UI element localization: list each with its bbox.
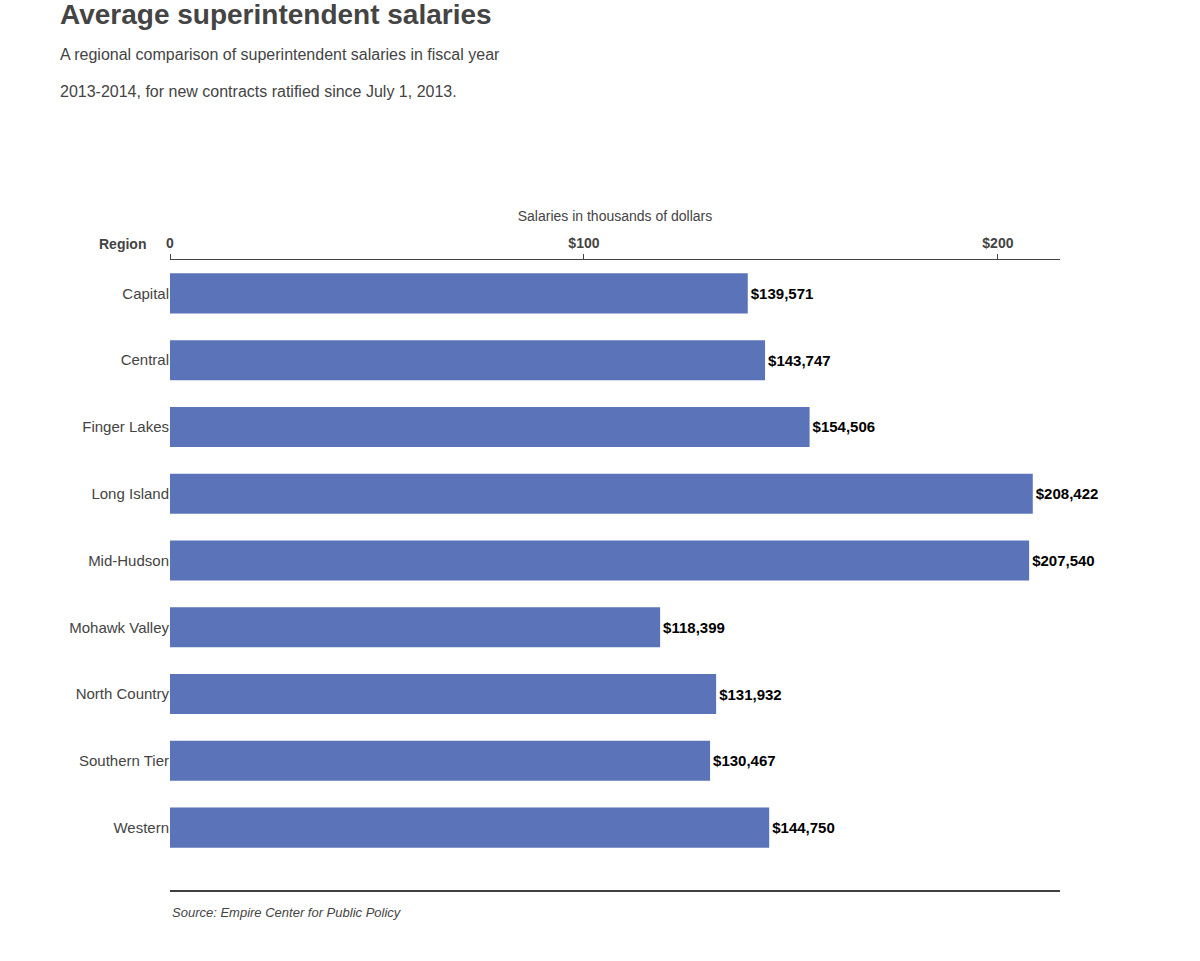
svg-text:$131,932: $131,932 — [719, 686, 782, 703]
svg-text:Western: Western — [113, 819, 169, 836]
svg-text:Long Island: Long Island — [91, 485, 169, 502]
svg-text:$208,422: $208,422 — [1036, 485, 1099, 502]
svg-text:$100: $100 — [568, 235, 599, 251]
svg-text:Salaries in thousands of dolla: Salaries in thousands of dollars — [518, 208, 713, 224]
svg-text:$200: $200 — [982, 235, 1013, 251]
svg-text:Finger Lakes: Finger Lakes — [82, 418, 169, 435]
svg-text:$207,540: $207,540 — [1032, 552, 1095, 569]
svg-text:0: 0 — [166, 235, 174, 251]
svg-text:$144,750: $144,750 — [772, 819, 835, 836]
svg-text:Average superintendent salarie: Average superintendent salariesA regiona… — [60, 0, 500, 100]
svg-text:Region: Region — [99, 236, 146, 252]
svg-text:$143,747: $143,747 — [768, 352, 831, 369]
svg-text:Central: Central — [121, 351, 169, 368]
svg-text:Mid-Hudson: Mid-Hudson — [88, 552, 169, 569]
svg-text:$130,467: $130,467 — [713, 752, 776, 769]
svg-text:Source: Empire Center for Publ: Source: Empire Center for Public Policy — [172, 905, 402, 920]
svg-text:Southern Tier: Southern Tier — [79, 752, 169, 769]
svg-text:$139,571: $139,571 — [751, 285, 814, 302]
svg-text:Mohawk Valley: Mohawk Valley — [69, 619, 169, 636]
svg-text:$118,399: $118,399 — [663, 619, 725, 636]
svg-text:North Country: North Country — [76, 685, 170, 702]
svg-text:Capital: Capital — [122, 285, 169, 302]
svg-text:$154,506: $154,506 — [813, 418, 876, 435]
